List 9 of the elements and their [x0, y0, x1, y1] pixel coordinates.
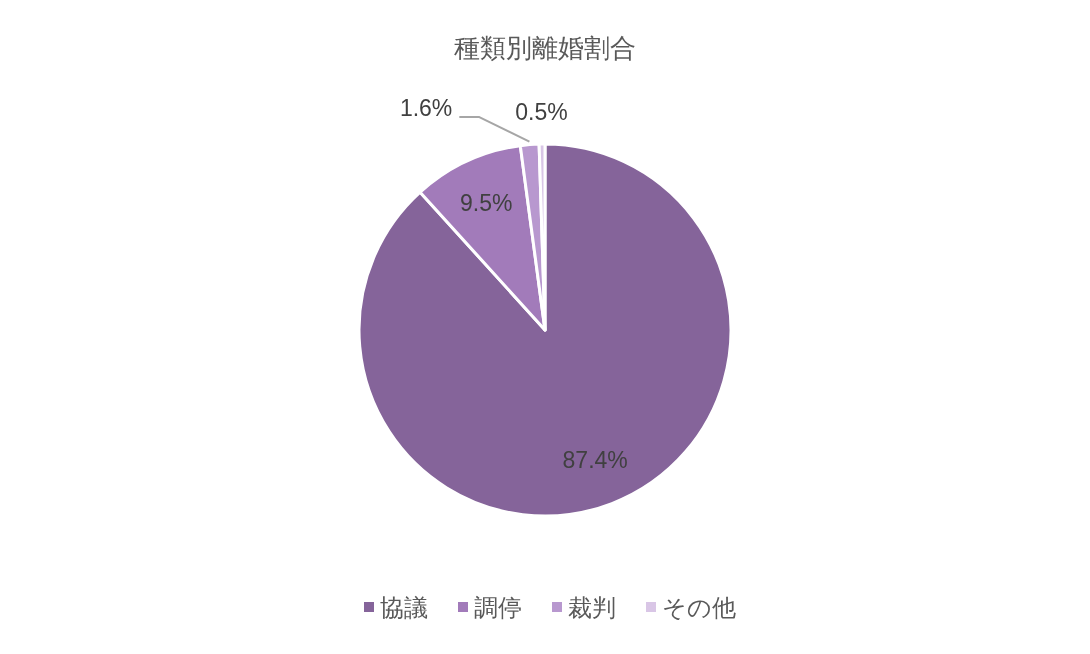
legend-label: その他	[662, 593, 736, 621]
legend-label: 調停	[474, 593, 522, 621]
data-label: 1.6%	[399, 95, 453, 122]
legend-label: 裁判	[568, 593, 616, 621]
data-label: 87.4%	[562, 447, 628, 474]
data-label: 0.5%	[515, 99, 568, 126]
legend-label: 協議	[380, 593, 428, 621]
data-label: 9.5%	[460, 190, 513, 217]
title: 種類別離婚割合	[454, 33, 636, 63]
